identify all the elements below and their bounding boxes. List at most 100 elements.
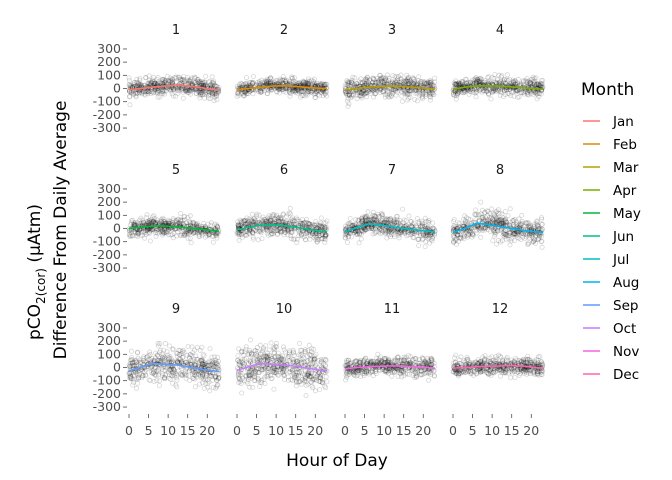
y-tick-label: -200 xyxy=(93,107,121,122)
data-point xyxy=(212,92,218,98)
y-tick-label: 200 xyxy=(97,54,121,69)
data-point xyxy=(214,92,220,98)
data-point xyxy=(136,82,142,88)
data-points xyxy=(450,199,546,250)
data-point xyxy=(200,81,206,87)
data-point xyxy=(197,86,203,92)
data-point xyxy=(159,77,165,83)
data-point xyxy=(234,93,240,99)
y-tick-label: 100 xyxy=(97,67,121,82)
data-point xyxy=(209,74,215,80)
data-point xyxy=(144,89,150,95)
data-point xyxy=(187,87,193,93)
data-point xyxy=(322,91,328,97)
data-point xyxy=(302,83,308,89)
data-point xyxy=(172,75,178,81)
data-point xyxy=(207,96,213,102)
data-point xyxy=(273,78,279,84)
data-point xyxy=(189,87,195,93)
data-point xyxy=(170,87,176,93)
data-point xyxy=(185,87,191,93)
data-point xyxy=(250,74,256,80)
data-point xyxy=(178,86,184,92)
data-point xyxy=(209,90,215,96)
y-tick-label: 100 xyxy=(97,346,121,361)
data-point xyxy=(215,90,221,96)
data-point xyxy=(160,90,166,96)
data-point xyxy=(212,94,218,100)
data-point xyxy=(145,88,151,94)
data-point xyxy=(138,82,144,88)
data-point xyxy=(160,79,166,85)
data-point xyxy=(216,88,222,94)
data-point xyxy=(184,88,190,94)
x-tick-label: 10 xyxy=(160,423,176,438)
data-point xyxy=(186,79,192,85)
y-tick-label: 100 xyxy=(97,207,121,222)
data-point xyxy=(239,390,245,396)
data-points xyxy=(126,211,222,246)
data-point xyxy=(344,239,350,245)
data-point xyxy=(297,89,303,95)
data-point xyxy=(142,82,148,88)
data-point xyxy=(358,236,364,242)
data-point xyxy=(249,79,255,85)
data-point xyxy=(197,90,203,96)
data-point xyxy=(257,87,263,93)
data-point xyxy=(199,84,205,90)
data-point xyxy=(200,80,206,86)
data-point xyxy=(162,78,168,84)
data-point xyxy=(182,88,188,94)
data-point xyxy=(176,88,182,94)
data-point xyxy=(169,91,175,97)
data-point xyxy=(152,80,158,86)
data-point xyxy=(129,83,135,89)
data-point xyxy=(139,91,145,97)
data-point xyxy=(197,93,203,99)
data-point xyxy=(301,79,307,85)
data-point xyxy=(291,78,297,84)
data-point xyxy=(196,90,202,96)
data-point xyxy=(142,92,148,98)
data-point xyxy=(148,80,154,86)
data-point xyxy=(191,76,197,82)
data-point xyxy=(202,95,208,101)
data-point xyxy=(264,79,270,85)
data-point xyxy=(238,88,244,94)
data-point xyxy=(137,85,143,91)
data-point xyxy=(196,78,202,84)
data-point xyxy=(206,89,212,95)
data-point xyxy=(254,344,260,350)
data-point xyxy=(180,89,186,95)
data-point xyxy=(314,89,320,95)
data-point xyxy=(210,239,216,245)
data-point xyxy=(283,78,289,84)
data-point xyxy=(324,89,330,95)
data-point xyxy=(137,77,143,83)
data-point xyxy=(247,337,253,343)
y-tick-label: 300 xyxy=(97,181,121,196)
data-point xyxy=(177,77,183,83)
data-point xyxy=(347,216,353,222)
data-point xyxy=(365,209,371,215)
data-point xyxy=(243,91,249,97)
data-point xyxy=(136,90,142,96)
y-tick-label: -200 xyxy=(93,386,121,401)
data-point xyxy=(167,87,173,93)
data-point xyxy=(195,88,201,94)
data-point xyxy=(244,80,250,86)
x-tick-label: 0 xyxy=(125,423,133,438)
data-point xyxy=(213,91,219,97)
data-point xyxy=(134,90,140,96)
data-point xyxy=(280,77,286,83)
data-point xyxy=(193,90,199,96)
data-point xyxy=(166,86,172,92)
data-point xyxy=(167,84,173,90)
data-point xyxy=(399,93,405,99)
facet-strip-label: 6 xyxy=(280,163,288,178)
data-points xyxy=(234,337,330,399)
data-point xyxy=(159,89,165,95)
x-tick-label: 15 xyxy=(180,423,196,438)
data-point xyxy=(155,94,161,100)
